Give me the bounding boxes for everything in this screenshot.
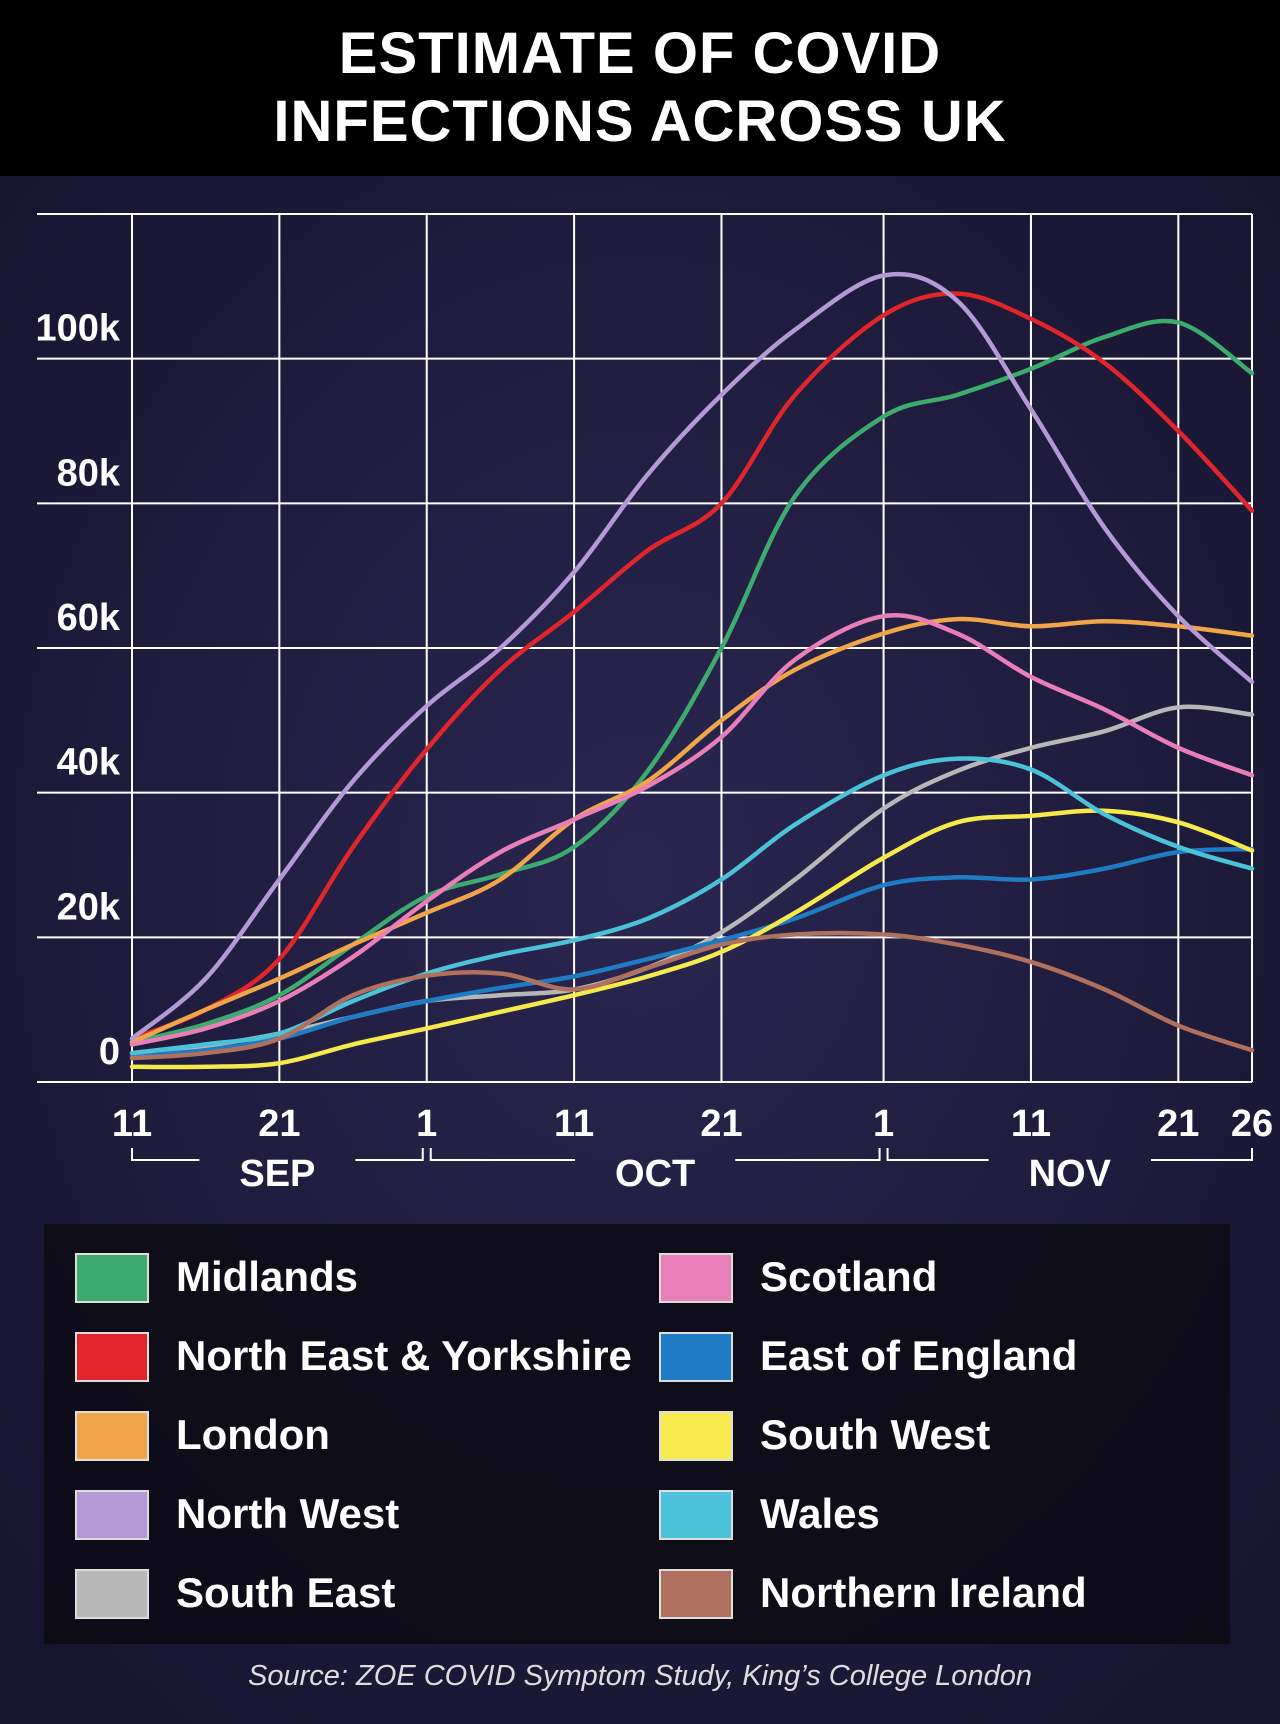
legend-label: North East & Yorkshire [176,1332,632,1379]
legend-label: Northern Ireland [760,1569,1087,1616]
legend-label: North West [176,1490,399,1537]
legend-swatch [659,1569,733,1619]
x-tick-label: 11 [554,1103,594,1145]
legend-swatch [75,1332,149,1382]
x-tick-label: 26 [1231,1103,1273,1145]
x-tick-label: 21 [1157,1103,1199,1145]
y-tick-label: 40k [57,742,121,784]
x-tick-label: 1 [873,1103,894,1145]
month-label: SEP [239,1153,315,1195]
legend-swatch [75,1411,149,1461]
series-line [129,318,1255,1045]
legend-label: Wales [760,1490,880,1537]
series-line [129,808,1255,1070]
chart-title: ESTIMATE OF COVID INFECTIONS ACROSS UK [0,0,1280,176]
legend-swatch [75,1569,149,1619]
month-label: OCT [615,1153,695,1195]
series-line [129,930,1255,1061]
legend-swatch [659,1490,733,1540]
legend-label: East of England [760,1332,1077,1379]
x-tick-label: 21 [258,1103,300,1145]
series-line [129,846,1255,1059]
source-note: Source: ZOE COVID Symptom Study, King’s … [248,1660,1032,1692]
month-bracket [886,1148,1253,1161]
y-tick-label: 60k [57,597,121,639]
x-tick-label: 1 [416,1103,437,1145]
series-line [129,613,1255,1047]
series-line [129,616,1255,1045]
y-tick-label: 0 [99,1031,120,1073]
y-tick-label: 80k [57,452,121,494]
legend-label: London [176,1411,330,1458]
legend-swatch [659,1253,733,1303]
x-tick-label: 11 [1011,1103,1051,1145]
legend-label: Scotland [760,1253,937,1300]
x-tick-label: 21 [700,1103,742,1145]
series-line [129,291,1255,1041]
x-tick-label: 11 [112,1103,152,1145]
legend-label: South East [176,1569,395,1616]
month-bracket [131,1148,424,1161]
legend-swatch [75,1253,149,1303]
series-line [129,271,1255,1041]
legend-box [44,1224,1230,1644]
month-bracket [429,1148,881,1161]
legend-label: Midlands [176,1253,358,1300]
y-tick-label: 20k [57,886,121,928]
month-label: NOV [1029,1153,1112,1195]
legend-label: South West [760,1411,990,1458]
legend-swatch [659,1332,733,1382]
legend-swatch [75,1490,149,1540]
legend-swatch [659,1411,733,1461]
y-tick-label: 100k [35,308,120,350]
